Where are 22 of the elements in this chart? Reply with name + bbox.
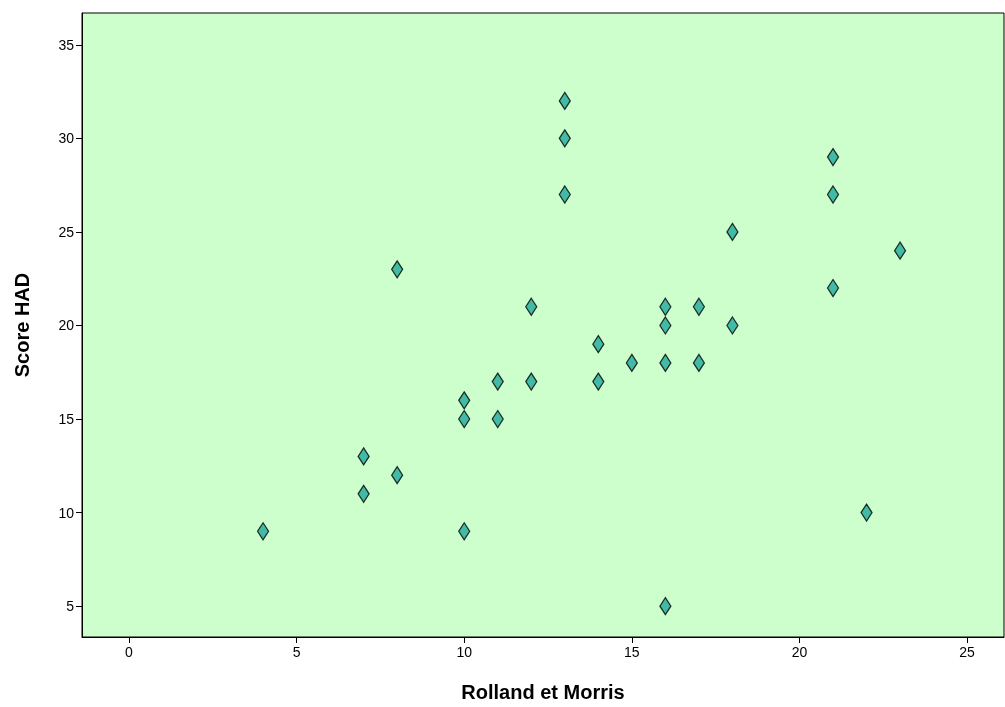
y-tick-label: 20 bbox=[58, 317, 75, 334]
point bbox=[692, 297, 706, 316]
x-tick-label: 0 bbox=[125, 644, 134, 660]
point bbox=[893, 241, 907, 260]
y-tick-label: 5 bbox=[66, 598, 75, 615]
y-tick-label: 30 bbox=[58, 130, 75, 147]
y-tick-label: 10 bbox=[58, 504, 75, 521]
point bbox=[826, 185, 840, 204]
y-tick-label: 35 bbox=[58, 36, 75, 53]
x-tick-label: 10 bbox=[456, 644, 473, 660]
x-tick-label: 15 bbox=[624, 644, 640, 660]
point bbox=[826, 147, 840, 167]
x-tick-label: 5 bbox=[292, 644, 301, 660]
point bbox=[256, 522, 270, 541]
y-tick-label: 25 bbox=[58, 223, 75, 240]
point bbox=[826, 278, 840, 298]
y-axis-title: Score HAD bbox=[11, 272, 33, 378]
point bbox=[692, 353, 706, 373]
y-tick-label: 15 bbox=[58, 411, 75, 428]
x-axis-title: Rolland et Morris bbox=[461, 681, 625, 703]
x-tick-label: 25 bbox=[959, 644, 976, 660]
x-tick-label: 20 bbox=[791, 644, 808, 660]
